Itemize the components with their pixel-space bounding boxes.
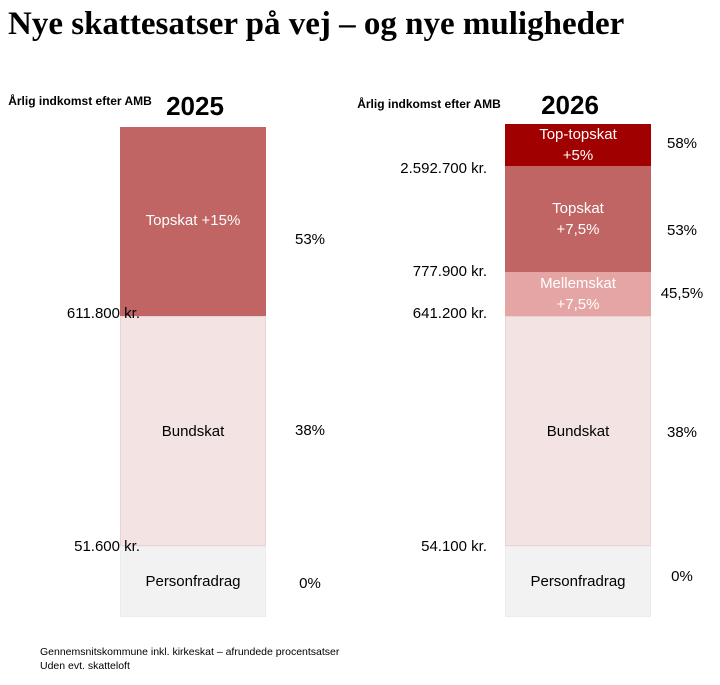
rate-label: 38% — [666, 424, 698, 441]
rate-label: 0% — [299, 575, 321, 592]
rate-label: 53% — [294, 231, 326, 248]
segment-label: Top-topskat — [539, 126, 617, 143]
segment-label: Topskat +15% — [145, 212, 241, 229]
footnote-line: Uden evt. skatteloft — [40, 660, 130, 672]
threshold-label: 777.900 kr. — [412, 263, 487, 280]
bar-segment-bundskat: Bundskat — [120, 316, 266, 546]
footnote-line: Gennemsnitskommune inkl. kirkeskat – afr… — [40, 646, 340, 658]
chart-title-2025: 2025 — [166, 91, 224, 121]
segment-label: Mellemskat — [540, 275, 616, 292]
threshold-label: 2.592.700 kr. — [400, 160, 487, 177]
rate-label: 38% — [294, 422, 326, 439]
segment-label: Bundskat — [161, 422, 225, 440]
bar-segment-personfradrag: Personfradrag — [120, 546, 266, 617]
footnote: Gennemsnitskommune inkl. kirkeskat – afr… — [40, 645, 339, 673]
chart-title-2026: 2026 — [541, 90, 599, 120]
axis-label-2026: Årlig indkomst efter AMB — [357, 97, 501, 111]
segment-label: Personfradrag — [530, 573, 626, 590]
bar-segment-bundskat: Bundskat — [505, 316, 651, 546]
bar-segment-personfradrag: Personfradrag — [505, 546, 651, 617]
bar-segment-mellemskat: Mellemskat +7,5% — [505, 272, 651, 316]
threshold-label: 641.200 kr. — [412, 305, 487, 322]
rate-label: 58% — [666, 135, 698, 152]
rate-label: 0% — [671, 568, 693, 585]
threshold-label: 611.800 kr. — [66, 305, 140, 322]
rate-label: 45,5% — [660, 285, 704, 302]
rate-label: 53% — [666, 222, 698, 239]
bar-segment-topskat: Topskat +15% — [120, 127, 266, 316]
axis-label-2025: Årlig indkomst efter AMB — [8, 94, 152, 108]
segment-label: Personfradrag — [145, 573, 241, 590]
threshold-label: 51.600 kr. — [74, 538, 140, 555]
segment-label: Bundskat — [546, 422, 610, 440]
segment-label: +7,5% — [556, 221, 600, 238]
segment-label: Topskat — [552, 200, 604, 217]
bar-segment-top-topskat: Top-topskat +5% — [505, 124, 651, 166]
segment-label: +5% — [562, 147, 594, 164]
page-title: Nye skattesatser på vej – og nye mulighe… — [8, 6, 625, 42]
segment-label: +7,5% — [556, 296, 600, 313]
bar-segment-topskat: Topskat +7,5% — [505, 166, 651, 272]
threshold-label: 54.100 kr. — [421, 538, 487, 555]
